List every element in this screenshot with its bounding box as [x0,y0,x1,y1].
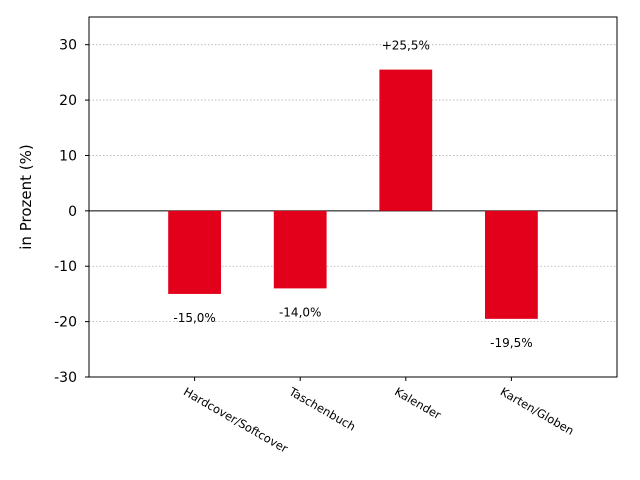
data-label: -15,0% [173,311,215,325]
bar-hardcover-softcover [168,210,221,294]
bars [168,69,538,319]
bar-kalender [379,69,433,211]
y-axis-ticks: 30 20 10 0 -10 -20 -30 [54,38,89,386]
x-tick-label: Hardcover/Softcover [181,384,290,455]
plot-frame [88,16,618,378]
y-tick-label: 30 [59,38,77,54]
bar-taschenbuch [273,210,327,289]
y-tick-label: -30 [54,370,77,386]
y-tick-label: -10 [54,259,77,275]
y-tick-label: -20 [54,315,77,331]
x-tick-label: Taschenbuch [286,384,358,434]
y-axis-title: in Prozent (%) [17,144,35,249]
x-tick-label: Kalender [392,384,443,422]
data-label: +25,5% [382,39,430,53]
data-label: -14,0% [279,305,321,319]
data-labels: -15,0% -14,0% +25,5% -19,5% [173,39,532,350]
y-tick-label: 10 [59,148,77,164]
x-tick-label: Karten/Globen [498,384,577,437]
y-tick-label: 0 [68,204,77,220]
data-label: -19,5% [490,336,532,350]
bar-karten-globen [485,210,538,319]
y-tick-label: 20 [59,93,77,109]
